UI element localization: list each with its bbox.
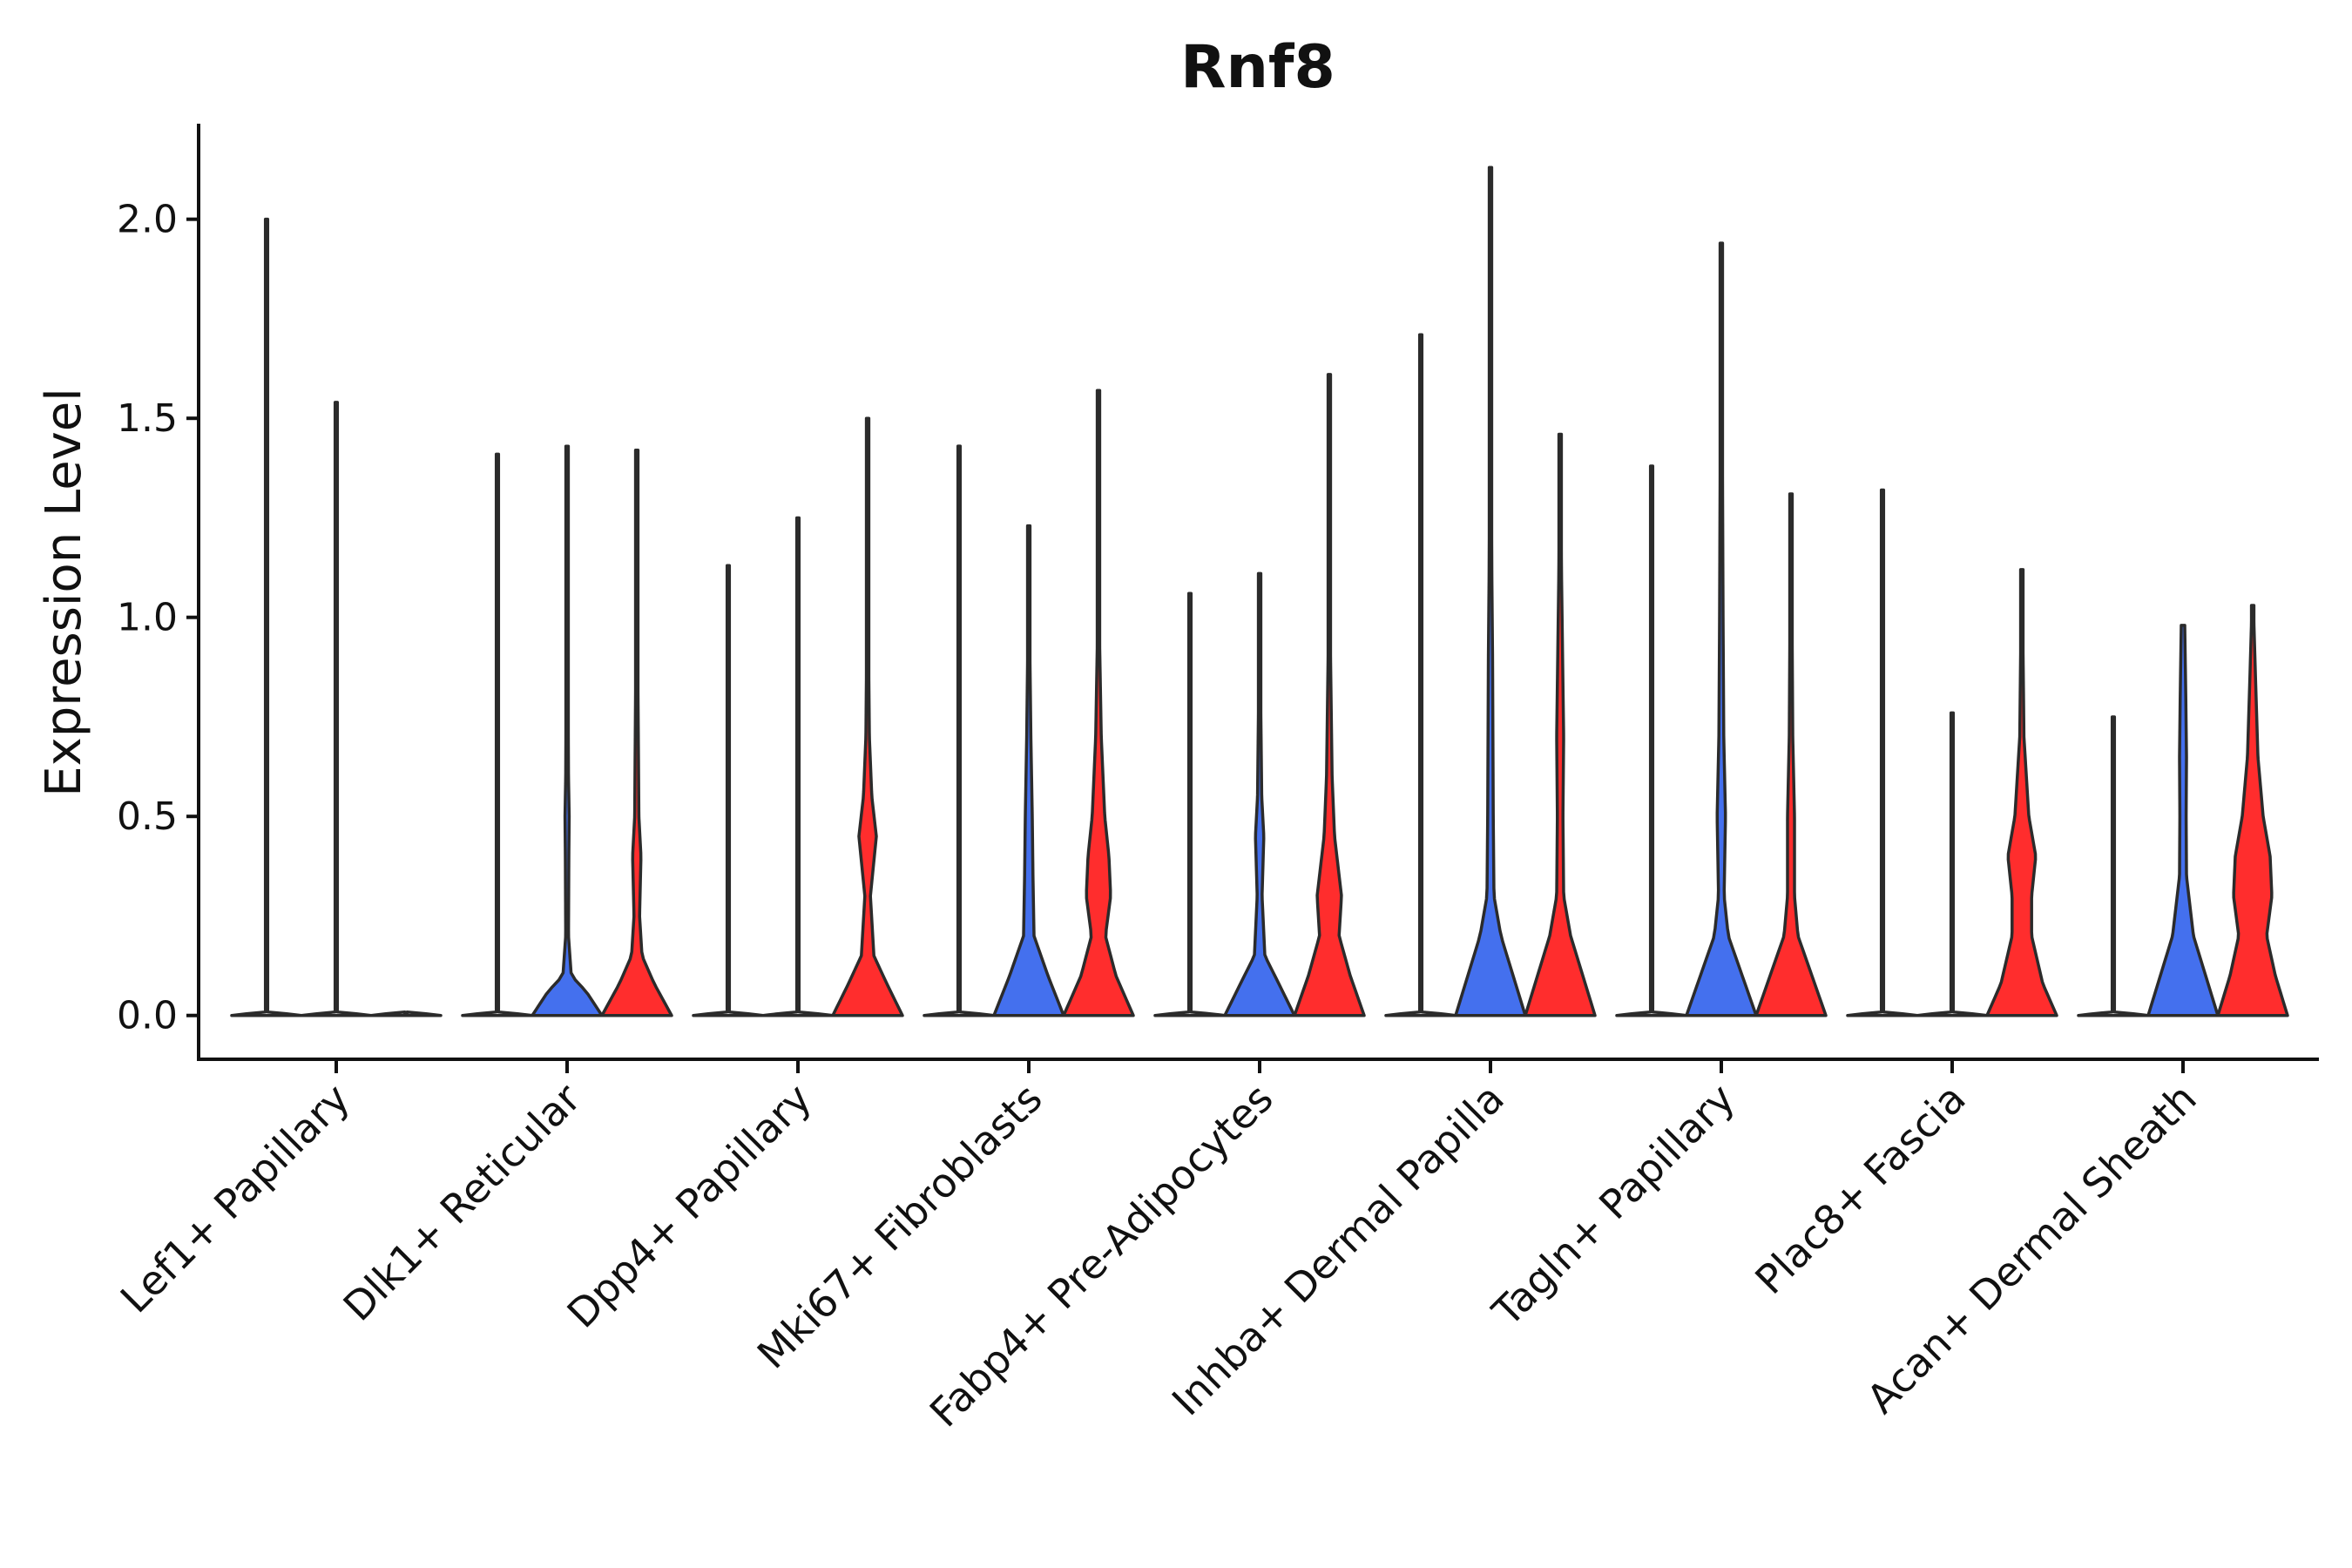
violin-3-middle: [761, 516, 835, 1017]
y-tick-label: 1.0: [117, 596, 178, 640]
violin-8-middle: [1916, 711, 1989, 1017]
violin-4-right: [1062, 389, 1135, 1017]
violin-9-right: [2216, 604, 2289, 1017]
y-axis-label: Expression Level: [36, 388, 92, 797]
violin-9-left: [2077, 715, 2150, 1017]
violin-8-left: [1846, 488, 1919, 1017]
violin-6-middle: [1454, 166, 1527, 1017]
violin-series: [230, 166, 2289, 1017]
x-tick-label: Tagln+ Papillary: [1483, 1075, 1744, 1336]
y-tick-label: 1.5: [117, 396, 178, 441]
chart-title: Rnf8: [1180, 33, 1335, 102]
y-axis-ticks: 0.0 0.5 1.0 1.5 2.0: [117, 198, 199, 1038]
violin-9-middle: [2146, 624, 2220, 1017]
x-tick-label: Plac8+ Fascia: [1746, 1075, 1974, 1303]
violin-6-right: [1524, 432, 1597, 1017]
violin-2-right: [600, 449, 673, 1017]
x-tick-label: Dpp4+ Papillary: [558, 1075, 821, 1337]
violin-4-left: [923, 444, 996, 1017]
violin-1-right: [369, 1010, 443, 1017]
violin-7-right: [1754, 492, 1828, 1017]
violin-4-middle: [992, 524, 1065, 1017]
violin-5-left: [1153, 591, 1227, 1017]
violin-2-middle: [531, 444, 604, 1017]
violin-3-right: [831, 416, 904, 1017]
violin-8-right: [1985, 568, 2058, 1017]
violin-5-right: [1293, 373, 1366, 1017]
violin-1-left: [230, 217, 303, 1017]
violin-3-left: [692, 564, 765, 1017]
y-tick-label: 0.5: [117, 794, 178, 839]
violin-7-middle: [1685, 241, 1758, 1017]
violin-6-left: [1384, 333, 1457, 1017]
violin-2-left: [461, 452, 534, 1017]
violin-1-middle: [300, 401, 373, 1017]
violin-5-middle: [1223, 571, 1296, 1017]
x-tick-label: Dlk1+ Reticular: [335, 1075, 590, 1330]
y-tick-label: 2.0: [117, 198, 178, 242]
x-tick-label: Lef1+ Papillary: [112, 1075, 359, 1322]
violin-7-left: [1615, 464, 1688, 1017]
y-tick-label: 0.0: [117, 994, 178, 1038]
